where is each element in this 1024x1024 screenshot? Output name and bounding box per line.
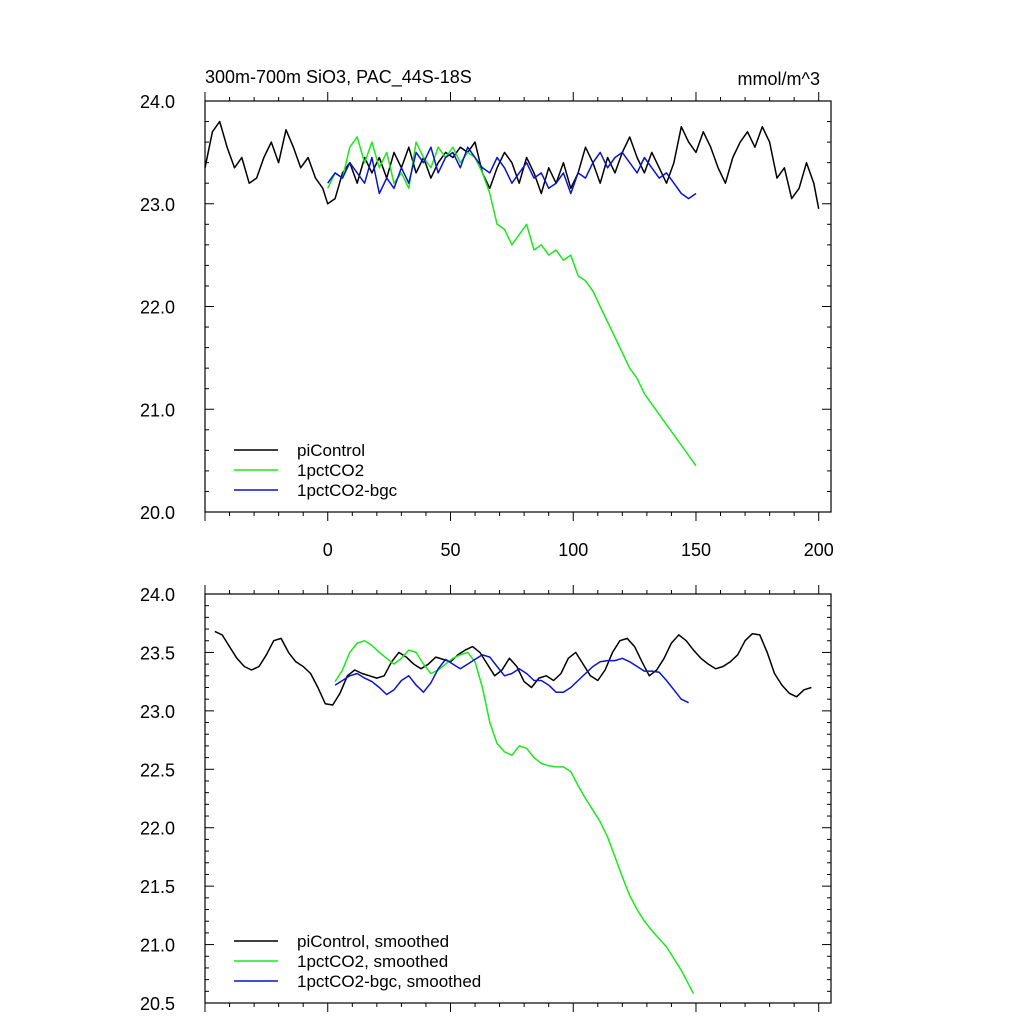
y-tick-label: 22.5	[140, 760, 175, 780]
y-tick-label: 23.0	[140, 195, 175, 215]
legend-label: piControl	[297, 441, 365, 460]
x-tick-label: 100	[558, 540, 588, 560]
y-tick-label: 21.5	[140, 877, 175, 897]
series-line-1pctco2-bgc	[334, 654, 689, 704]
legend-label: 1pctCO2, smoothed	[297, 952, 448, 971]
chart-title: 300m-700m SiO3, PAC_44S-18S	[205, 67, 472, 88]
top-panel: 20.0 21.0 22.0 23.0 24.0 0 50 100 150 200 piContr…	[140, 92, 834, 560]
top-series-group	[204, 120, 820, 467]
bottom-axis-ticks: 20.5 21.0 21.5 22.0 22.5 23.0 23.5 24.0	[140, 585, 831, 1014]
x-tick-label: 50	[440, 540, 460, 560]
y-tick-label: 22.0	[140, 819, 175, 839]
y-tick-label: 22.0	[140, 298, 175, 318]
legend-label: 1pctCO2-bgc, smoothed	[297, 972, 481, 991]
y-tick-label: 24.0	[140, 585, 175, 605]
x-tick-label: 150	[681, 540, 711, 560]
legend-label: piControl, smoothed	[297, 932, 449, 951]
y-tick-label: 24.0	[140, 92, 175, 112]
top-axis-ticks: 20.0 21.0 22.0 23.0 24.0 0 50 100 150 200	[140, 92, 834, 560]
bottom-series-group	[214, 630, 812, 995]
y-tick-label: 23.0	[140, 702, 175, 722]
series-line-1pctco2	[334, 639, 695, 995]
bottom-panel: 20.5 21.0 21.5 22.0 22.5 23.0 23.5 24.0 piContr…	[140, 585, 832, 1014]
x-tick-label: 200	[804, 540, 834, 560]
series-line-1pctco2	[327, 136, 697, 467]
series-line-picontrol	[204, 120, 820, 210]
y-tick-label: 21.0	[140, 400, 175, 420]
series-line-picontrol	[214, 630, 812, 706]
bottom-plot-frame	[204, 593, 832, 1004]
y-tick-label: 23.5	[140, 643, 175, 663]
y-tick-label: 20.5	[140, 994, 175, 1014]
legend-label: 1pctCO2	[297, 461, 364, 480]
units-label: mmol/m^3	[738, 69, 820, 89]
y-tick-label: 20.0	[140, 503, 175, 523]
legend-label: 1pctCO2-bgc	[297, 481, 398, 500]
y-tick-label: 21.0	[140, 936, 175, 956]
series-line-1pctco2-bgc	[327, 146, 697, 200]
x-tick-label: 0	[323, 540, 333, 560]
